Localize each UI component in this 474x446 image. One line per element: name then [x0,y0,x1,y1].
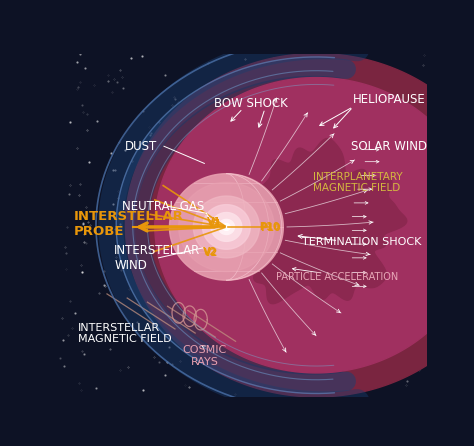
Text: V2: V2 [202,247,217,257]
Text: P10: P10 [259,222,280,232]
Polygon shape [155,78,474,373]
Polygon shape [211,213,242,241]
Text: V1: V1 [207,218,221,227]
Text: COSMIC
RAYS: COSMIC RAYS [182,345,227,367]
Text: V1: V1 [208,219,222,228]
Polygon shape [179,182,274,272]
Text: TERMINATION SHOCK: TERMINATION SHOCK [301,237,421,248]
Text: NEUTRAL GAS: NEUTRAL GAS [122,200,204,213]
Text: V2: V2 [204,248,219,258]
Polygon shape [228,139,407,304]
Polygon shape [202,205,250,249]
Polygon shape [223,223,230,231]
Text: SOLAR WIND: SOLAR WIND [351,140,428,153]
Polygon shape [170,174,283,280]
Text: INTERSTELLAR
PROBE: INTERSTELLAR PROBE [74,210,184,238]
Polygon shape [193,196,259,258]
Text: INTERSTELLAR
WIND: INTERSTELLAR WIND [114,244,201,272]
Text: DUST: DUST [125,140,158,153]
Text: HELIOPAUSE: HELIOPAUSE [353,93,426,107]
Text: INTERPLANETARY
MAGNETIC FIELD: INTERPLANETARY MAGNETIC FIELD [313,172,402,193]
Text: INTERSTELLAR
MAGNETIC FIELD: INTERSTELLAR MAGNETIC FIELD [78,322,171,344]
Polygon shape [219,219,235,235]
Text: PARTICLE ACCELERATION: PARTICLE ACCELERATION [276,272,398,282]
Text: P10: P10 [260,223,281,233]
Text: BOW SHOCK: BOW SHOCK [213,97,287,110]
Polygon shape [126,54,474,397]
